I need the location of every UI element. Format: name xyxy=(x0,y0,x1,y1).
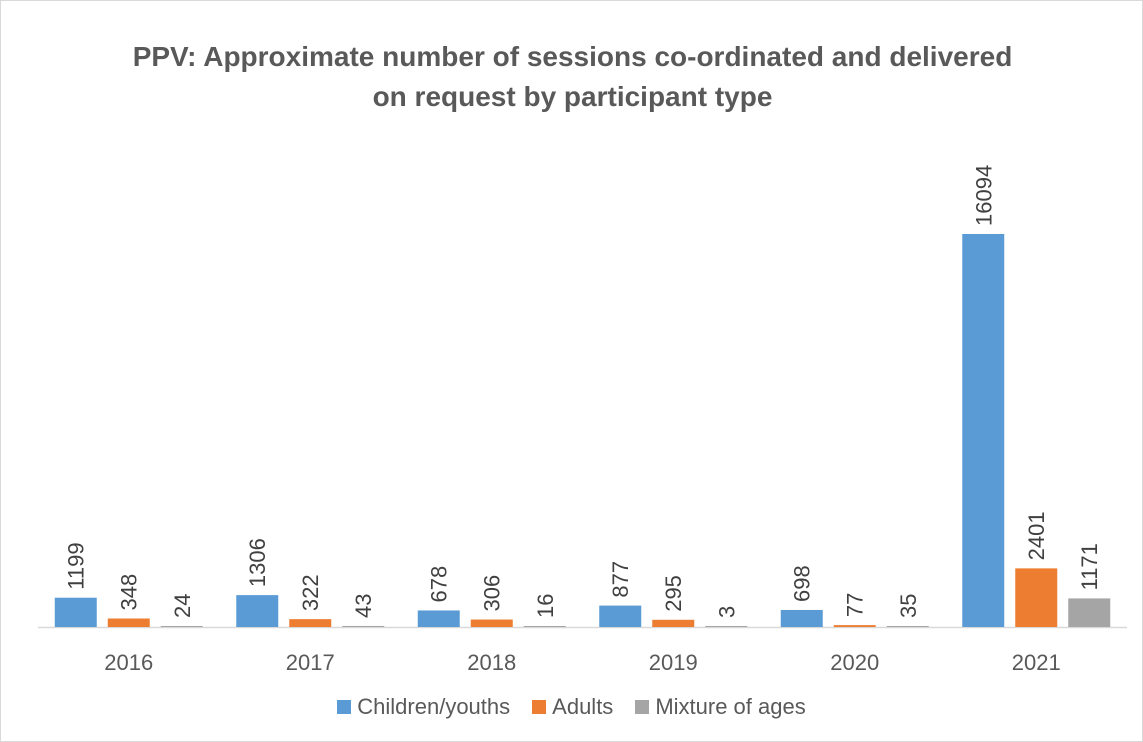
bar-children-youths-2018 xyxy=(417,610,460,627)
x-tick-label-2021: 2021 xyxy=(1012,650,1061,675)
bar-mixture-of-ages-2019 xyxy=(705,626,748,627)
legend-item-mixture-of-ages: Mixture of ages xyxy=(635,694,806,720)
data-label-children-youths-2016: 1199 xyxy=(64,542,89,589)
bar-mixture-of-ages-2018 xyxy=(523,626,566,627)
bar-mixture-of-ages-2021 xyxy=(1068,598,1111,627)
chart-title-line-1: PPV: Approximate number of sessions co-o… xyxy=(132,41,1013,72)
bar-adults-2017 xyxy=(289,619,332,627)
data-label-children-youths-2020: 698 xyxy=(790,565,815,602)
bar-children-youths-2016 xyxy=(54,597,97,627)
data-label-children-youths-2021: 16094 xyxy=(971,165,996,226)
data-label-adults-2020: 77 xyxy=(843,593,868,617)
data-label-children-youths-2018: 678 xyxy=(427,566,452,603)
bar-adults-2019 xyxy=(652,619,695,627)
data-label-mixture-of-ages-2020: 35 xyxy=(896,594,921,618)
data-label-adults-2018: 306 xyxy=(480,575,505,612)
bar-mixture-of-ages-2016 xyxy=(160,626,203,627)
bar-adults-2021 xyxy=(1015,568,1058,627)
legend-swatch-mixture-of-ages xyxy=(635,700,650,714)
legend-item-children-youths: Children/youths xyxy=(337,694,510,720)
data-label-mixture-of-ages-2021: 1171 xyxy=(1077,543,1102,590)
legend-item-adults: Adults xyxy=(532,694,613,720)
x-tick-label-2017: 2017 xyxy=(286,650,335,675)
data-label-mixture-of-ages-2017: 43 xyxy=(351,593,376,617)
data-label-adults-2017: 322 xyxy=(298,574,323,611)
x-tick-label-2016: 2016 xyxy=(104,650,153,675)
data-label-children-youths-2019: 877 xyxy=(608,561,633,598)
legend-swatch-adults xyxy=(532,700,547,714)
bar-children-youths-2020 xyxy=(780,609,823,627)
legend-swatch-children-youths xyxy=(337,700,352,714)
data-label-mixture-of-ages-2016: 24 xyxy=(170,594,195,618)
data-label-mixture-of-ages-2019: 3 xyxy=(714,606,739,618)
data-label-adults-2021: 2401 xyxy=(1024,511,1049,560)
x-tick-label-2018: 2018 xyxy=(467,650,516,675)
data-label-children-youths-2017: 1306 xyxy=(245,538,270,587)
data-label-adults-2019: 295 xyxy=(661,575,686,612)
x-tick-label-2020: 2020 xyxy=(830,650,879,675)
bar-adults-2020 xyxy=(833,625,876,627)
bar-children-youths-2019 xyxy=(599,605,642,627)
chart-title: PPV: Approximate number of sessions co-o… xyxy=(1,37,1143,117)
legend: Children/youths Adults Mixture of ages xyxy=(0,694,1143,720)
data-label-mixture-of-ages-2018: 16 xyxy=(533,594,558,618)
bar-children-youths-2021 xyxy=(962,234,1005,627)
legend-label-children-youths: Children/youths xyxy=(357,694,511,719)
data-label-adults-2016: 348 xyxy=(117,574,142,611)
bar-children-youths-2017 xyxy=(236,595,279,627)
bar-mixture-of-ages-2020 xyxy=(886,626,929,627)
bar-mixture-of-ages-2017 xyxy=(342,625,385,627)
legend-label-mixture-of-ages: Mixture of ages xyxy=(655,694,806,719)
bar-adults-2018 xyxy=(470,619,513,627)
legend-label-adults: Adults xyxy=(552,694,614,719)
chart-title-line-2: on request by participant type xyxy=(372,81,773,112)
x-tick-label-2019: 2019 xyxy=(649,650,698,675)
bar-adults-2016 xyxy=(107,618,150,627)
